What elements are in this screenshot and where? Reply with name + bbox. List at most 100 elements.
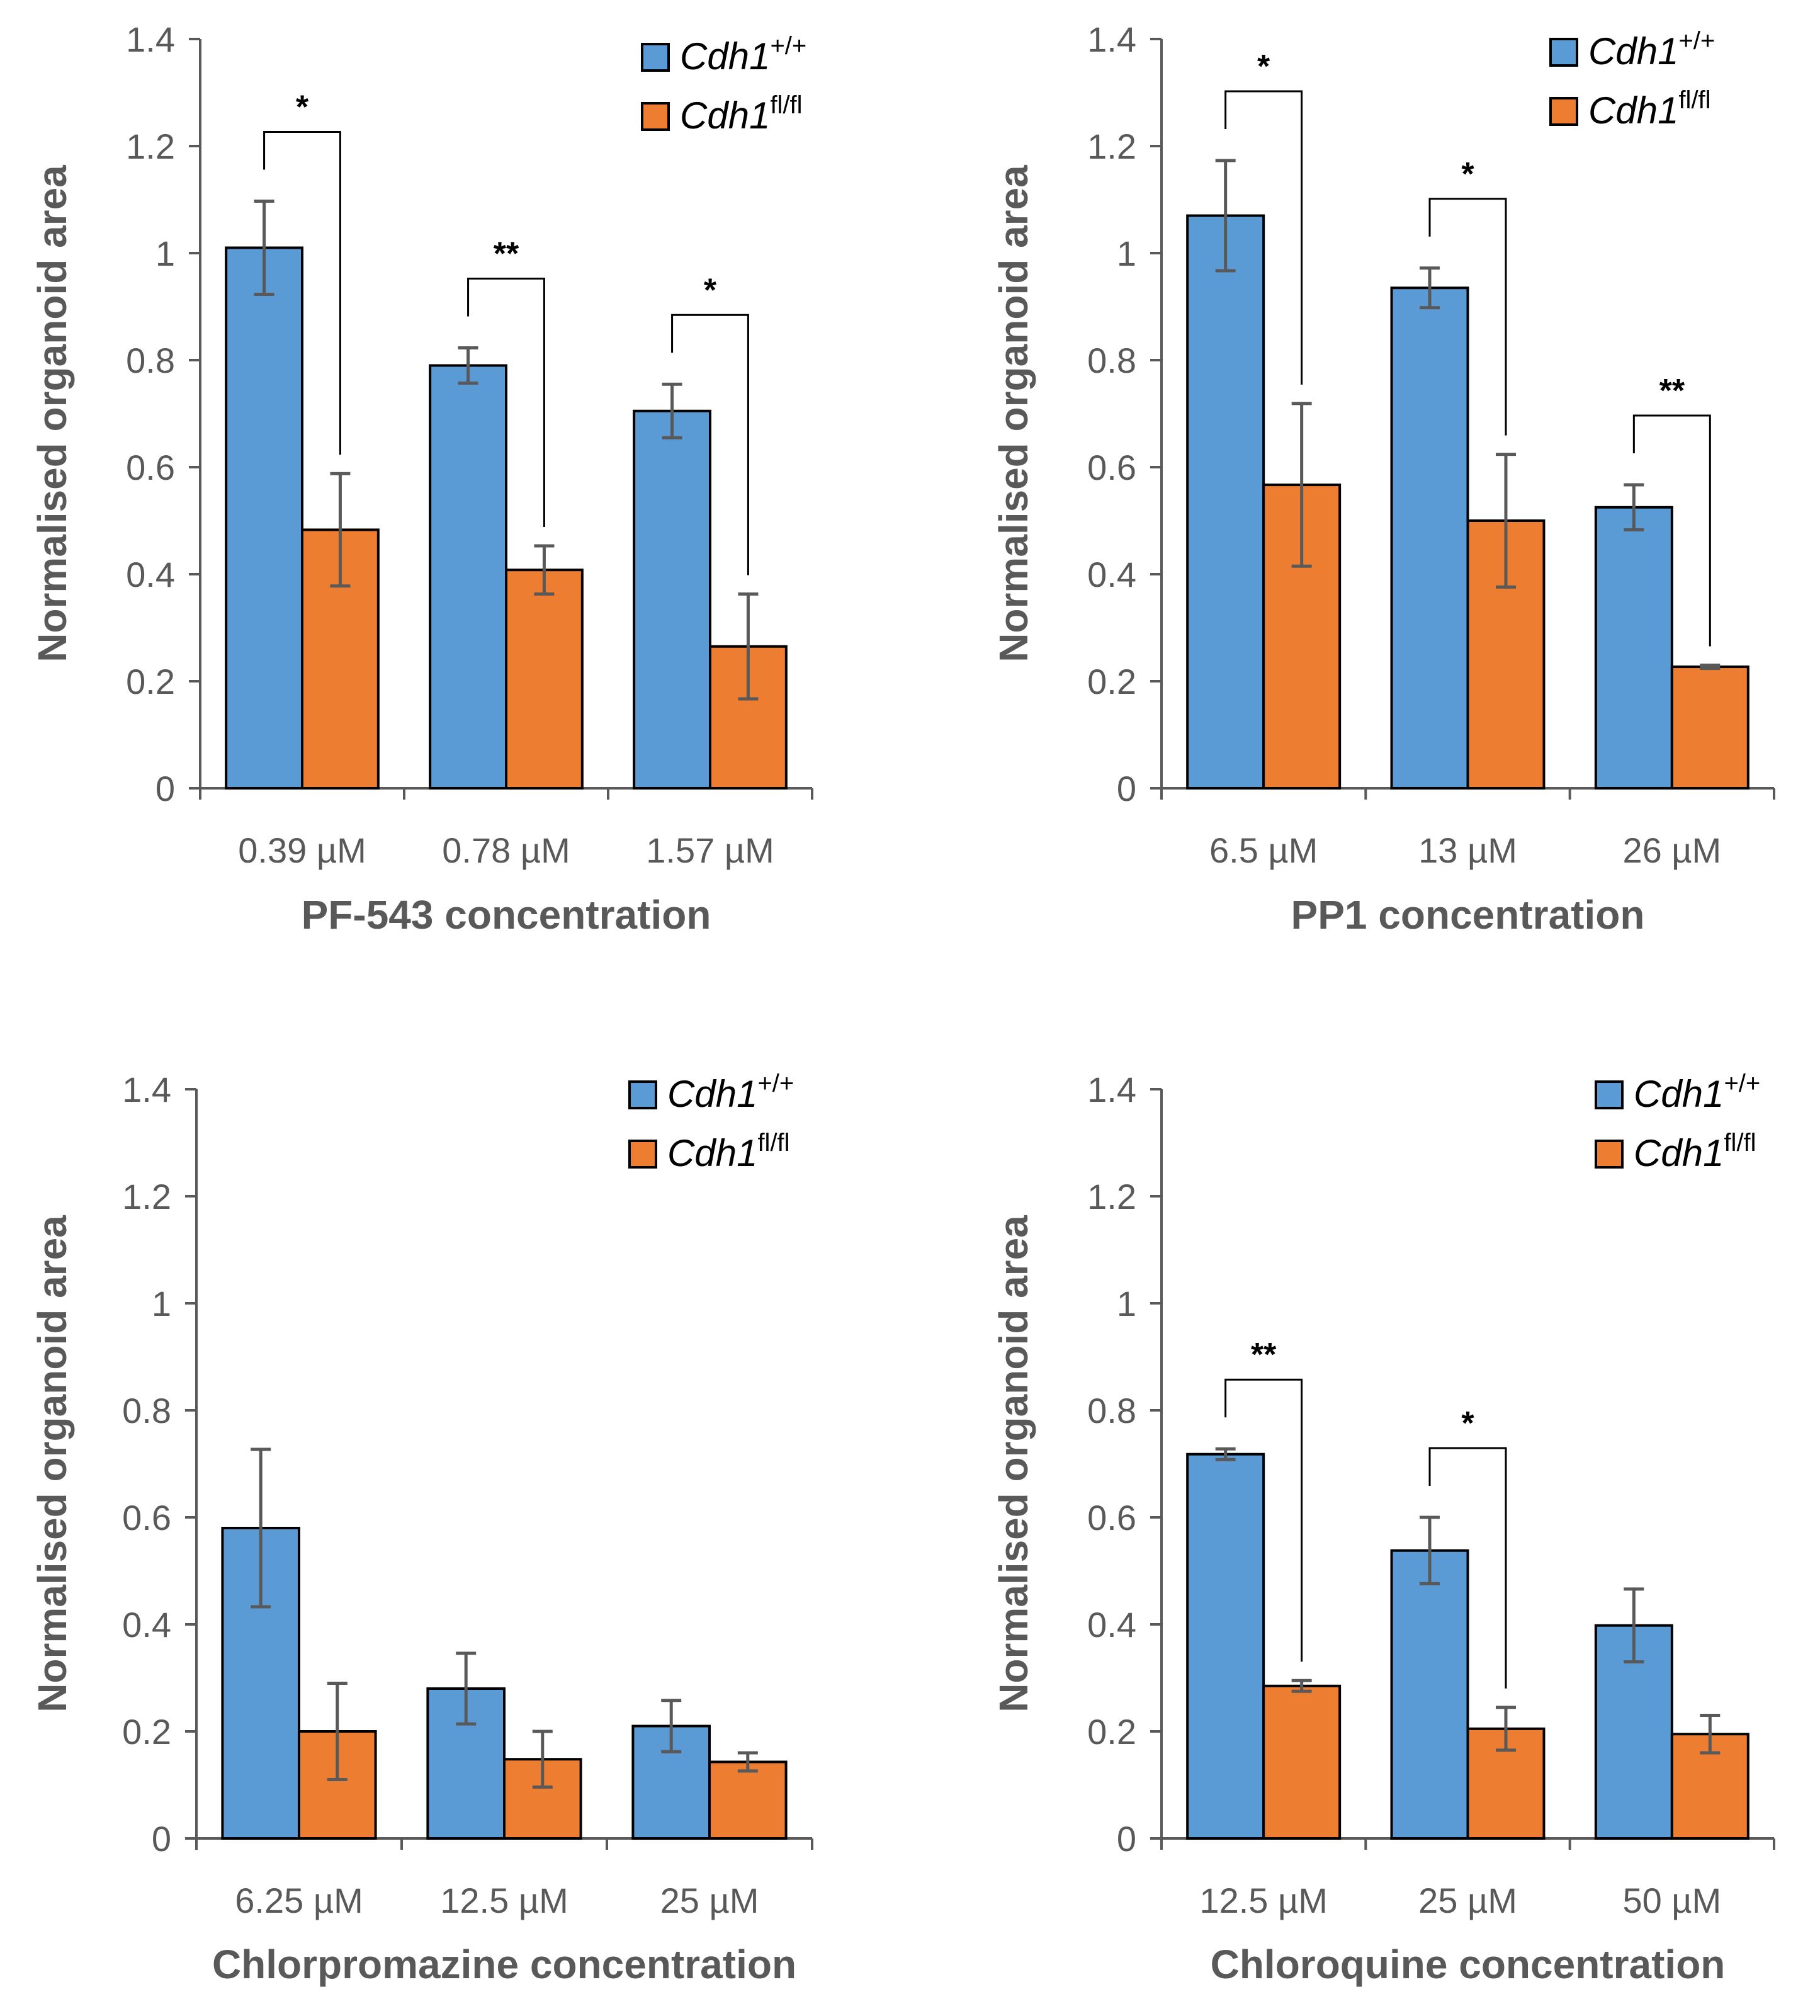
- legend-gene-name: Cdh1: [667, 1073, 757, 1115]
- y-axis-title: Normalised organoid area: [991, 165, 1036, 662]
- significance-label: *: [296, 89, 309, 126]
- bracket-line: [1224, 1378, 1303, 1662]
- error-bar: [458, 346, 478, 385]
- legend-label: Cdh1fl/fl: [1634, 1129, 1756, 1174]
- bracket-line: [671, 314, 749, 575]
- significance-bracket: *: [1224, 48, 1303, 385]
- error-bar: [1420, 266, 1440, 310]
- y-tick-label: 0.2: [122, 1712, 171, 1752]
- x-category-label: 6.5 µM: [1209, 830, 1318, 870]
- legend-swatch-wildtype: [1549, 38, 1578, 67]
- y-tick-label: 1: [1117, 1284, 1136, 1323]
- error-bar: [534, 544, 555, 596]
- legend-label: Cdh1fl/fl: [680, 91, 803, 137]
- error-bar: [1495, 1706, 1516, 1752]
- significance-label: *: [1461, 1405, 1474, 1442]
- legend-genotype: fl/fl: [1724, 1129, 1756, 1157]
- legend-gene-name: Cdh1: [1588, 89, 1678, 132]
- legend-gene-name: Cdh1: [1634, 1132, 1724, 1174]
- y-tick-label: 0.4: [122, 1605, 171, 1645]
- y-axis-title: Normalised organoid area: [991, 1215, 1036, 1713]
- error-bar: [1624, 1587, 1644, 1663]
- bar-wildtype: [1390, 286, 1469, 790]
- legend-gene-name: Cdh1: [1634, 1073, 1724, 1115]
- y-tick-label: 0: [152, 1819, 171, 1859]
- bar-wildtype: [429, 364, 508, 790]
- legend-gene-name: Cdh1: [680, 35, 770, 77]
- y-tick-label: 0.4: [126, 555, 175, 594]
- error-bar: [456, 1651, 477, 1726]
- legend-genotype: +/+: [1724, 1070, 1760, 1097]
- legend-entry: Cdh1fl/fl: [1595, 1129, 1756, 1174]
- y-tick-label: 1.2: [1087, 127, 1136, 166]
- x-category-label: 25 µM: [1418, 1881, 1517, 1920]
- significance-bracket: **: [467, 235, 545, 527]
- legend-entry: Cdh1+/+: [628, 1070, 794, 1115]
- x-category-label: 6.25 µM: [235, 1881, 363, 1920]
- legend-swatch-knockout: [1549, 97, 1578, 126]
- bracket-line: [1224, 90, 1303, 385]
- legend-entry: Cdh1fl/fl: [628, 1129, 790, 1174]
- y-tick-label: 1.4: [1087, 1070, 1136, 1109]
- legend-genotype: fl/fl: [757, 1129, 789, 1157]
- error-bar: [1495, 453, 1516, 589]
- error-bar: [532, 1730, 553, 1789]
- y-tick-label: 0.2: [126, 662, 175, 701]
- bar-wildtype: [1186, 1453, 1265, 1840]
- y-tick-label: 1.4: [126, 20, 175, 59]
- chart-panel-1: 0 0.2 0.4 0.6 0.8 1 1.2 1.4 0.39 µM 0.78 µM 1.57 µ…: [30, 20, 813, 937]
- x-axis-title: Chloroquine concentration: [1211, 1942, 1726, 1987]
- legend-gene-name: Cdh1: [1588, 30, 1678, 72]
- legend-gene-name: Cdh1: [667, 1132, 757, 1174]
- x-axis-title: PF-543 concentration: [302, 892, 711, 937]
- y-tick-label: 1: [1117, 234, 1136, 273]
- x-category-label: 50 µM: [1622, 1881, 1721, 1920]
- y-tick-label: 0: [155, 769, 175, 808]
- bar-knockout: [708, 1760, 788, 1840]
- y-tick-label: 1.4: [122, 1070, 171, 1109]
- error-bar: [330, 472, 351, 588]
- legend-swatch-wildtype: [628, 1080, 657, 1109]
- bracket-line: [1428, 1447, 1507, 1689]
- error-bar: [327, 1682, 348, 1781]
- y-tick-label: 0.6: [122, 1498, 171, 1537]
- y-tick-label: 1.2: [1087, 1177, 1136, 1216]
- x-axis-title: Chlorpromazine concentration: [212, 1942, 796, 1987]
- bracket-line: [467, 277, 545, 527]
- legend-gene-name: Cdh1: [680, 94, 770, 137]
- significance-label: *: [704, 272, 717, 309]
- error-bar: [254, 200, 274, 296]
- y-tick-label: 0.8: [1087, 341, 1136, 380]
- y-tick-label: 0.8: [126, 341, 175, 380]
- legend-label: Cdh1+/+: [1634, 1070, 1760, 1115]
- legend-swatch-knockout: [641, 102, 670, 131]
- error-bar: [251, 1447, 271, 1609]
- legend-swatch-wildtype: [641, 43, 670, 72]
- bar-wildtype: [225, 246, 304, 790]
- chart-panel-4: 0 0.2 0.4 0.6 0.8 1 1.2 1.4 12.5 µM 25 µM 50 µM Nor…: [991, 1070, 1775, 1987]
- bar-wildtype: [633, 409, 712, 790]
- x-category-label: 12.5 µM: [1199, 1881, 1327, 1920]
- x-category-label: 0.78 µM: [442, 830, 570, 870]
- legend-genotype: +/+: [770, 32, 806, 60]
- legend-swatch-wildtype: [1595, 1080, 1624, 1109]
- error-bar: [662, 382, 682, 439]
- x-category-label: 26 µM: [1622, 830, 1721, 870]
- error-bar: [1291, 1679, 1312, 1693]
- y-tick-label: 1.2: [126, 127, 175, 166]
- bar-knockout: [1670, 665, 1749, 790]
- error-bar: [1420, 1515, 1440, 1585]
- y-tick-label: 0: [1117, 769, 1136, 808]
- y-tick-label: 0.6: [1087, 448, 1136, 487]
- y-tick-label: 1.2: [122, 1177, 171, 1216]
- legend-swatch-knockout: [628, 1140, 657, 1169]
- error-bar: [661, 1699, 682, 1753]
- bar-wildtype: [1186, 214, 1265, 790]
- bar-wildtype: [1390, 1549, 1469, 1840]
- significance-bracket: **: [1632, 373, 1711, 647]
- bar-knockout: [505, 569, 584, 790]
- significance-bracket: **: [1224, 1337, 1303, 1662]
- y-tick-label: 0: [1117, 1819, 1136, 1859]
- legend-entry: Cdh1+/+: [641, 32, 806, 77]
- significance-bracket: *: [671, 272, 749, 575]
